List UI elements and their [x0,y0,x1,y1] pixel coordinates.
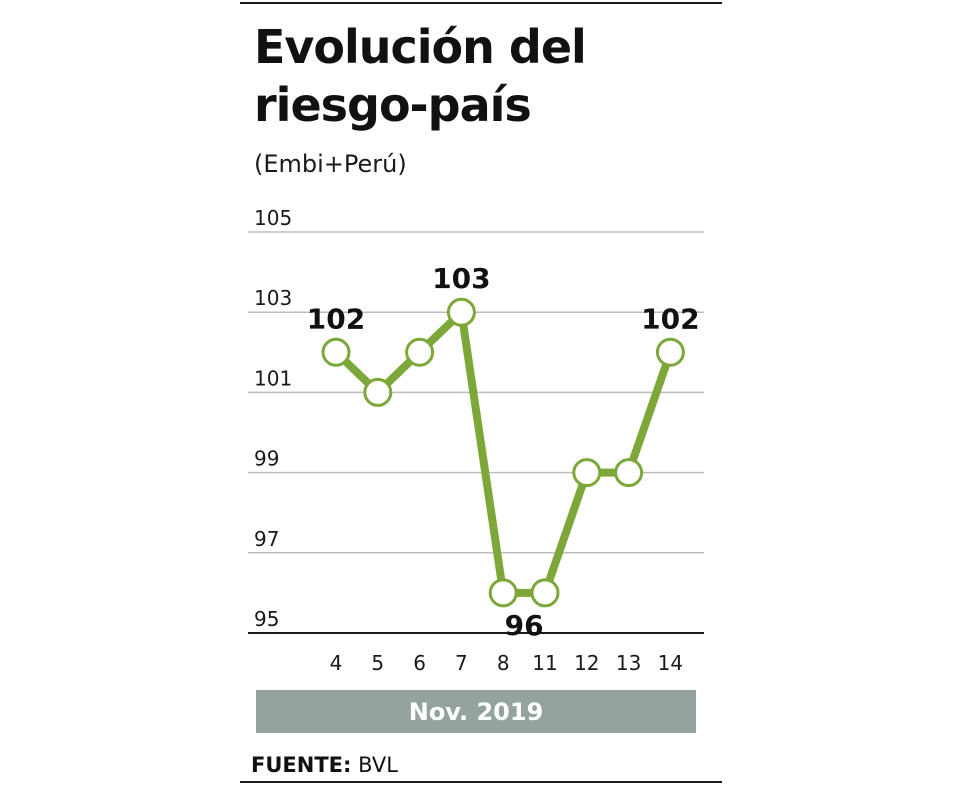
series-line-path [333,308,675,597]
chart-subtitle: (Embi+Perú) [254,150,407,178]
y-tick-label: 97 [254,527,279,551]
y-tick-label: 105 [254,206,292,230]
x-tick-label: 12 [574,651,599,675]
data-label: 96 [505,609,544,642]
data-label: 102 [641,302,699,335]
y-tick-label: 95 [254,607,279,631]
x-tick-labels: 4 5 6 7 8 11 12 13 14 [330,651,683,675]
source-value: BVL [358,753,398,777]
data-label: 102 [307,302,365,335]
source-note: FUENTE: BVL [251,753,398,777]
data-labels: 102 103 96 102 [307,262,700,642]
data-point [405,337,435,367]
source-label: FUENTE: [251,753,352,777]
chart-title: Evolución del riesgo-país [254,18,587,134]
x-tick-label: 6 [413,651,426,675]
data-point [321,337,351,367]
y-tick-label: 101 [254,366,292,390]
series-line [333,308,675,597]
period-label: Nov. 2019 [408,697,544,726]
y-tick-label: 99 [254,447,279,471]
bottom-rule [240,781,722,783]
data-point [614,458,644,488]
data-point [572,458,602,488]
x-tick-label: 5 [371,651,384,675]
data-point [488,578,518,608]
data-point [446,297,476,327]
x-tick-label: 11 [532,651,557,675]
x-tick-label: 13 [616,651,641,675]
data-label: 103 [432,262,490,295]
y-tick-label: 103 [254,286,292,310]
x-tick-label: 4 [330,651,343,675]
data-points [321,297,685,608]
chart-title-line-1: Evolución del [254,20,587,74]
x-tick-label: 8 [497,651,510,675]
y-tick-labels: 105 103 101 99 97 95 [254,206,292,631]
data-point [363,377,393,407]
x-tick-label: 7 [455,651,468,675]
x-tick-label: 14 [658,651,683,675]
top-rule [240,2,722,4]
data-point [530,578,560,608]
data-point [655,337,685,367]
period-label-bar: Nov. 2019 [256,690,696,733]
chart-title-line-2: riesgo-país [254,78,532,132]
